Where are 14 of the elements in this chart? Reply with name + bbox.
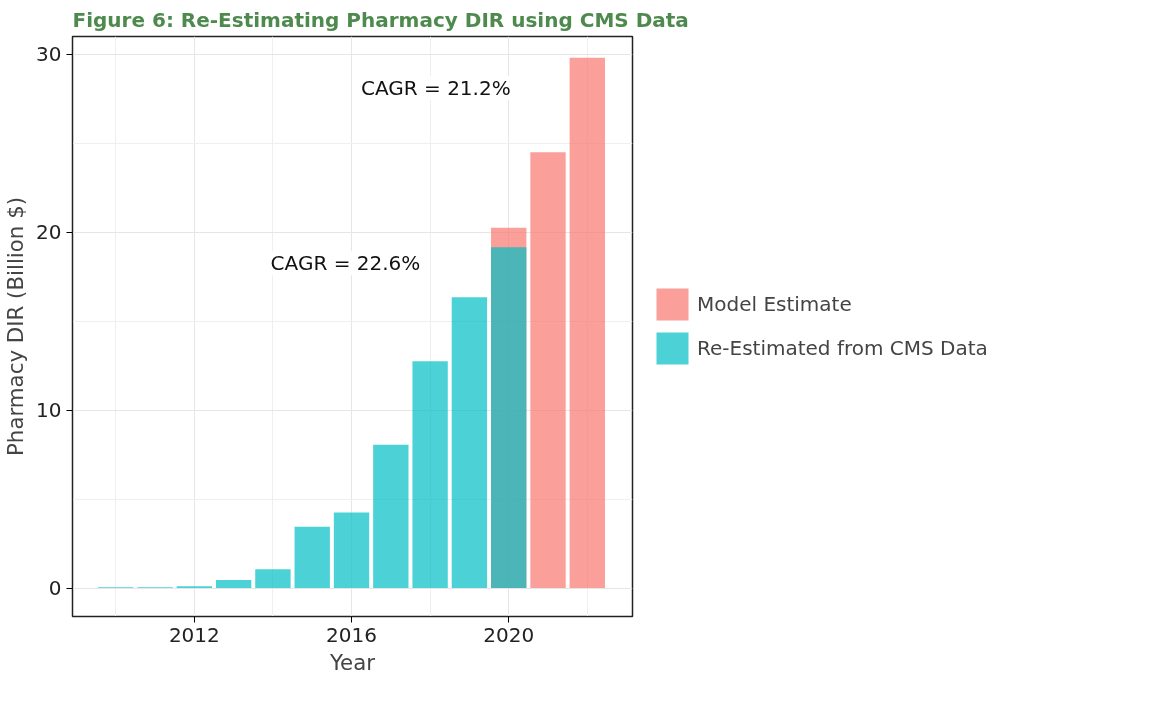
y-tick-label: 30	[36, 42, 62, 67]
y-tick-label: 20	[36, 220, 62, 245]
chart-title: Figure 6: Re-Estimating Pharmacy DIR using CMS Data	[72, 7, 689, 32]
legend-label: Model Estimate	[697, 292, 852, 316]
annotation: CAGR = 22.6%	[270, 251, 421, 276]
annotation: CAGR = 21.2%	[360, 76, 511, 101]
x-axis-title: Year	[328, 649, 376, 675]
y-axis-title: Pharmacy DIR (Billion $)	[3, 196, 29, 457]
y-tick-label: 0	[48, 576, 62, 601]
legend-label: Re-Estimated from CMS Data	[697, 336, 988, 360]
x-tick-label: 2012	[168, 622, 220, 647]
x-tick-label: 2020	[483, 622, 535, 647]
x-tick-label: 2016	[326, 622, 377, 647]
y-tick-label: 10	[36, 398, 62, 423]
